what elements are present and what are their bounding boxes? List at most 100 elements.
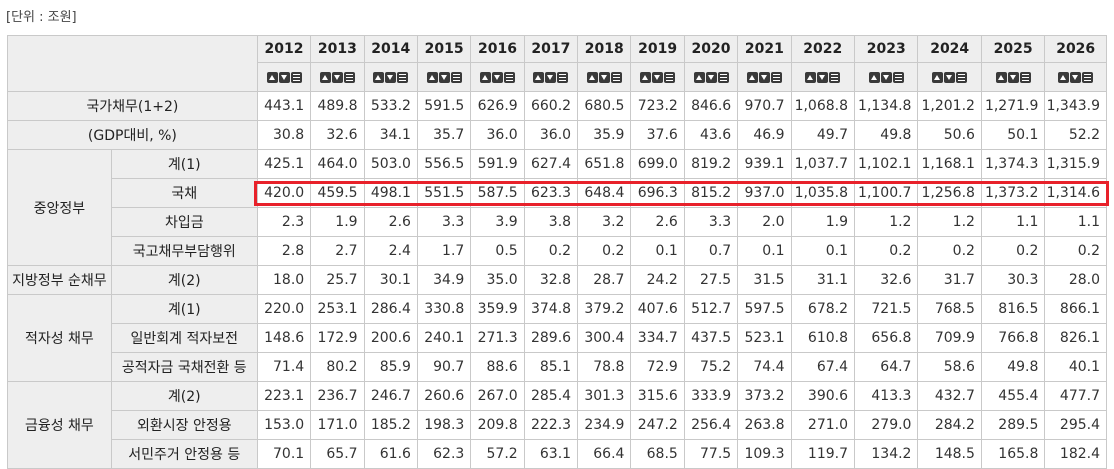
value-cell: 68.5 xyxy=(630,439,685,469)
value-cell: 1.1 xyxy=(980,207,1046,237)
value-cell: 66.4 xyxy=(577,439,632,469)
sort-icon-group xyxy=(480,71,515,83)
sort-descending-icon[interactable] xyxy=(492,71,503,83)
table-row: 국채 420.0 459.5 498.1 551.5 587.5 623.3 648.4 696… xyxy=(8,178,1107,208)
value-cell: 70.1 xyxy=(256,439,312,469)
table-row: 서민주거 안정용 등 70.1 65.7 61.6 62.3 57.2 63.1 66.4 68… xyxy=(8,439,1107,469)
sort-descending-icon[interactable] xyxy=(880,71,892,83)
sort-list-icon[interactable] xyxy=(892,71,904,83)
category-label: 중앙정부 xyxy=(7,149,112,266)
sort-icon-group xyxy=(426,71,462,83)
value-cell: 1.9 xyxy=(310,207,365,237)
sort-controls xyxy=(630,62,685,92)
sort-descending-icon[interactable] xyxy=(944,71,956,83)
sort-ascending-icon[interactable] xyxy=(640,71,652,83)
sort-list-icon[interactable] xyxy=(956,71,968,83)
value-cell: 407.6 xyxy=(630,294,685,324)
value-cell: 286.4 xyxy=(363,294,418,324)
value-cell: 1,100.7 xyxy=(854,178,919,208)
sort-descending-icon[interactable] xyxy=(1070,71,1082,83)
sort-ascending-icon[interactable] xyxy=(373,71,385,83)
subcategory-label: 서민주거 안정용 등 xyxy=(110,439,258,469)
value-cell: 315.6 xyxy=(630,381,685,411)
sort-ascending-icon[interactable] xyxy=(693,71,705,83)
sort-descending-icon[interactable] xyxy=(545,71,557,83)
sort-list-icon[interactable] xyxy=(664,71,676,83)
sort-icon-group xyxy=(693,71,729,83)
value-cell: 3.3 xyxy=(416,207,472,237)
sort-ascending-icon[interactable] xyxy=(266,71,278,83)
value-cell: 246.7 xyxy=(363,381,418,411)
value-cell: 390.6 xyxy=(790,381,856,411)
value-cell: 627.4 xyxy=(523,149,579,179)
sort-list-icon[interactable] xyxy=(717,71,729,83)
sort-list-icon[interactable] xyxy=(504,71,515,83)
sort-list-icon[interactable] xyxy=(343,71,355,83)
value-cell: 2.3 xyxy=(256,207,312,237)
sort-ascending-icon[interactable] xyxy=(319,71,331,83)
value-cell: 1,102.1 xyxy=(854,149,919,179)
sort-list-icon[interactable] xyxy=(610,71,622,83)
sort-descending-icon[interactable] xyxy=(758,71,770,83)
value-cell: 49.8 xyxy=(854,120,919,150)
value-cell: 236.7 xyxy=(310,381,365,411)
sort-icon-group xyxy=(373,71,409,83)
sort-ascending-icon[interactable] xyxy=(1058,71,1070,83)
sort-descending-icon[interactable] xyxy=(705,71,717,83)
subcategory-label: 계(1) xyxy=(110,294,258,324)
sort-ascending-icon[interactable] xyxy=(480,71,491,83)
value-cell: 200.6 xyxy=(363,323,418,353)
sort-list-icon[interactable] xyxy=(290,71,302,83)
sort-list-icon[interactable] xyxy=(1082,71,1094,83)
sort-list-icon[interactable] xyxy=(450,71,462,83)
value-cell: 289.5 xyxy=(980,410,1046,440)
sort-ascending-icon[interactable] xyxy=(995,71,1007,83)
sort-ascending-icon[interactable] xyxy=(932,71,944,83)
value-cell: 678.2 xyxy=(790,294,856,324)
value-cell: 1.2 xyxy=(917,207,982,237)
value-cell: 35.7 xyxy=(416,120,472,150)
sort-list-icon[interactable] xyxy=(397,71,409,83)
value-cell: 223.1 xyxy=(256,381,312,411)
value-cell: 43.6 xyxy=(683,120,739,150)
sort-list-icon[interactable] xyxy=(770,71,782,83)
value-cell: 35.9 xyxy=(577,120,632,150)
sort-descending-icon[interactable] xyxy=(598,71,610,83)
sort-ascending-icon[interactable] xyxy=(533,71,545,83)
sort-ascending-icon[interactable] xyxy=(868,71,880,83)
value-cell: 591.9 xyxy=(470,149,525,179)
sort-descending-icon[interactable] xyxy=(652,71,664,83)
value-cell: 0.2 xyxy=(577,236,632,266)
sort-list-icon[interactable] xyxy=(829,71,841,83)
sort-controls xyxy=(683,62,739,92)
value-cell: 32.8 xyxy=(523,265,579,295)
sort-ascending-icon[interactable] xyxy=(426,71,438,83)
value-cell: 267.0 xyxy=(470,381,525,411)
sort-descending-icon[interactable] xyxy=(278,71,290,83)
table-row: 차입금 2.3 1.9 2.6 3.3 3.9 3.8 3.2 2.6 3.3 2.0 1.9 1.2 1… xyxy=(8,207,1107,237)
sort-ascending-icon[interactable] xyxy=(586,71,598,83)
table-row: 중앙정부 계(1) 425.1 464.0 503.0 556.5 591.9 627.4 65… xyxy=(7,149,1107,266)
table-row: 적자성 채무 계(1) 220.0 253.1 286.4 330.8 359.9 374.8… xyxy=(7,294,1107,382)
value-cell: 220.0 xyxy=(256,294,312,324)
sort-descending-icon[interactable] xyxy=(438,71,450,83)
value-cell: 25.7 xyxy=(310,265,365,295)
sort-controls xyxy=(917,62,982,92)
value-cell: 50.6 xyxy=(917,120,982,150)
sort-descending-icon[interactable] xyxy=(1007,71,1019,83)
sort-descending-icon[interactable] xyxy=(817,71,829,83)
value-cell: 284.2 xyxy=(917,410,982,440)
sort-ascending-icon[interactable] xyxy=(805,71,817,83)
sort-ascending-icon[interactable] xyxy=(746,71,758,83)
sort-list-icon[interactable] xyxy=(557,71,569,83)
sort-descending-icon[interactable] xyxy=(331,71,343,83)
value-cell: 74.4 xyxy=(737,352,792,382)
sort-list-icon[interactable] xyxy=(1019,71,1031,83)
subcategory-label: 국채 xyxy=(110,178,258,208)
value-cell: 263.8 xyxy=(737,410,792,440)
value-cell: 172.9 xyxy=(310,323,365,353)
value-cell: 32.6 xyxy=(310,120,365,150)
value-cell: 28.0 xyxy=(1044,265,1107,295)
value-cell: 330.8 xyxy=(416,294,472,324)
sort-descending-icon[interactable] xyxy=(385,71,397,83)
